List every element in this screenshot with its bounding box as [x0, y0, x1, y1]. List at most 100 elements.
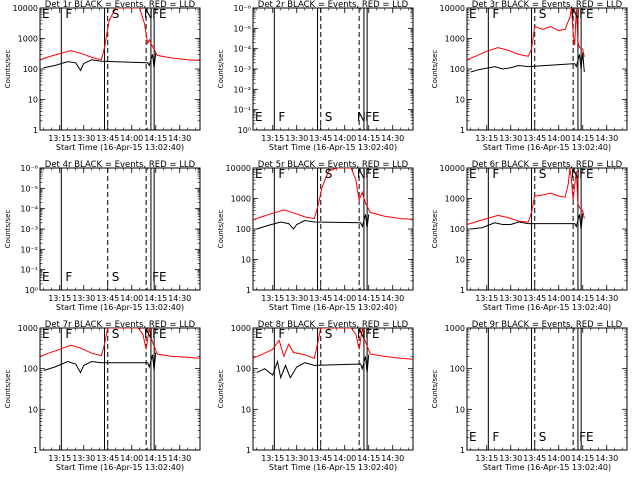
- plot-title: Det 7r BLACK = Events, RED = LLD: [45, 320, 196, 330]
- x-tick-label: 13:15: [48, 294, 71, 303]
- x-tick-label: 14:15: [571, 134, 594, 143]
- y-tick-label: 100: [23, 65, 38, 74]
- marker-label: E: [469, 7, 477, 21]
- y-tick-label: 10⁻⁵: [20, 184, 38, 193]
- y-tick-label: 10: [28, 405, 38, 414]
- x-tick-label: 14:00: [120, 454, 143, 463]
- x-tick-label: 14:00: [120, 134, 143, 143]
- plot-frame: [39, 7, 201, 131]
- x-tick-label: 13:15: [261, 134, 284, 143]
- y-tick-label: 10000: [440, 4, 465, 13]
- x-tick-label: 13:45: [309, 454, 332, 463]
- y-tick-label: 1000: [231, 195, 251, 204]
- plot-panel: Det 3r BLACK = Events, RED = LLD 1 10 100 10…: [431, 0, 628, 152]
- marker-label: FE: [365, 327, 379, 341]
- marker-label: E: [255, 327, 263, 341]
- marker-label: F: [278, 167, 285, 181]
- x-tick-label: 14:15: [357, 134, 380, 143]
- marker-label: E: [255, 110, 263, 124]
- y-axis-label: Counts/sec: [431, 50, 439, 89]
- marker-label: F: [492, 167, 499, 181]
- x-tick-label: 14:30: [381, 294, 404, 303]
- x-tick-label: 13:15: [475, 134, 498, 143]
- plot-panel: Det 9r BLACK = Events, RED = LLD 1 10 100 10…: [431, 320, 628, 472]
- marker-label: F: [65, 327, 72, 341]
- y-tick-label: 1: [33, 126, 38, 135]
- events-series-line: [43, 352, 157, 374]
- y-tick-label: 10⁻⁶: [233, 4, 251, 13]
- marker-label: E: [42, 7, 50, 21]
- x-axis-label: Start Time (16-Apr-15 13:02:40): [56, 303, 184, 312]
- y-axis-label: Counts/sec: [217, 50, 225, 89]
- x-tick-label: 14:30: [595, 294, 618, 303]
- y-tick-label: 1: [460, 446, 465, 455]
- y-axis-label: Counts/sec: [4, 370, 12, 409]
- plot-frame: [252, 167, 414, 291]
- x-tick-label: 13:45: [309, 294, 332, 303]
- events-series-line: [470, 52, 585, 73]
- x-tick-label: 14:15: [144, 294, 167, 303]
- x-tick-label: 14:30: [595, 134, 618, 143]
- x-tick-label: 14:00: [547, 134, 570, 143]
- y-tick-label: 10: [455, 96, 465, 105]
- plot-panel: Det 2r BLACK = Events, RED = LLD 10⁰ 10⁻¹ 1…: [217, 0, 414, 152]
- y-tick-label: 100: [450, 225, 465, 234]
- y-tick-label: 10⁻⁶: [20, 164, 38, 173]
- x-tick-label: 14:15: [144, 454, 167, 463]
- marker-label: E: [255, 167, 263, 181]
- marker-label: F: [65, 270, 72, 284]
- x-axis-label: Start Time (16-Apr-15 13:02:40): [56, 143, 184, 152]
- plot-frame: [39, 327, 201, 451]
- lld-series-line: [253, 328, 413, 360]
- x-tick-label: 13:30: [72, 294, 95, 303]
- marker-label: E: [42, 327, 50, 341]
- x-tick-label: 14:15: [571, 454, 594, 463]
- plot-panel: Det 8r BLACK = Events, RED = LLD 1 10 100 10…: [217, 320, 414, 472]
- y-axis-label: Counts/sec: [431, 210, 439, 249]
- x-axis-label: Start Time (16-Apr-15 13:02:40): [269, 463, 397, 472]
- marker-label: FE: [152, 327, 166, 341]
- y-tick-label: 10⁻⁴: [20, 205, 38, 214]
- x-tick-label: 13:15: [261, 454, 284, 463]
- marker-label: N: [357, 167, 366, 181]
- x-tick-label: 13:30: [72, 454, 95, 463]
- marker-label: E: [42, 270, 50, 284]
- marker-label: N: [357, 327, 366, 341]
- plot-panel: Det 1r BLACK = Events, RED = LLD 1 10 100 10…: [4, 0, 201, 152]
- marker-label: N: [357, 110, 366, 124]
- x-tick-label: 14:00: [547, 454, 570, 463]
- x-tick-label: 13:45: [523, 134, 546, 143]
- y-tick-label: 100: [236, 225, 251, 234]
- y-tick-label: 10: [241, 405, 251, 414]
- x-tick-label: 14:15: [357, 294, 380, 303]
- y-tick-label: 10⁻²: [20, 245, 38, 254]
- events-series-line: [470, 213, 584, 230]
- lld-series-line: [40, 8, 200, 61]
- y-tick-label: 100: [236, 365, 251, 374]
- x-tick-label: 14:00: [333, 294, 356, 303]
- plot-title: Det 9r BLACK = Events, RED = LLD: [472, 320, 623, 330]
- marker-label: S: [325, 327, 333, 341]
- marker-label: FE: [579, 7, 593, 21]
- plot-frame: [39, 167, 201, 291]
- y-tick-label: 1: [246, 286, 251, 295]
- x-tick-label: 14:30: [381, 134, 404, 143]
- y-tick-label: 10000: [440, 164, 465, 173]
- marker-label: N: [571, 167, 580, 181]
- y-tick-label: 10⁻³: [20, 225, 38, 234]
- y-tick-label: 1: [460, 286, 465, 295]
- y-tick-label: 1000: [445, 195, 465, 204]
- lld-series-line: [253, 168, 413, 221]
- marker-label: N: [144, 327, 153, 341]
- y-tick-label: 10⁻⁴: [233, 45, 251, 54]
- events-series-line: [256, 214, 370, 230]
- marker-label: FE: [152, 270, 166, 284]
- lld-series-line: [467, 168, 585, 225]
- y-axis-label: Counts/sec: [4, 210, 12, 249]
- plot-title: Det 4r BLACK = Events, RED = LLD: [45, 160, 196, 170]
- marker-label: S: [539, 7, 547, 21]
- marker-label: FE: [579, 430, 593, 444]
- x-tick-label: 14:15: [571, 294, 594, 303]
- x-tick-label: 13:15: [475, 454, 498, 463]
